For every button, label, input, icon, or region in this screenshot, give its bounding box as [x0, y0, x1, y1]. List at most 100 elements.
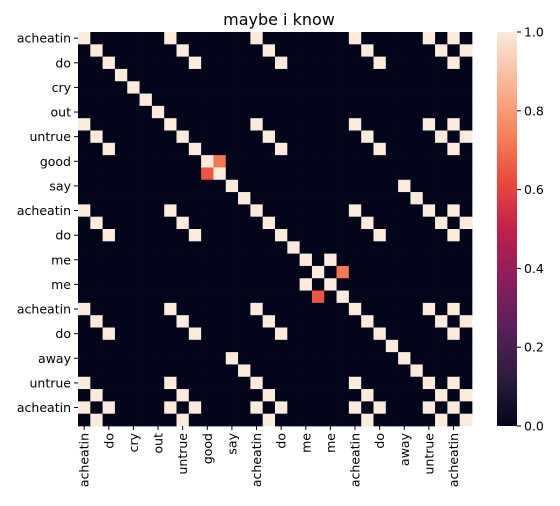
- heatmap-cell: [176, 389, 190, 402]
- heatmap-cell: [139, 118, 153, 131]
- heatmap-cell: [275, 142, 288, 156]
- heatmap-cell: [348, 192, 362, 205]
- heatmap-cell: [78, 142, 91, 156]
- heatmap-cell: [176, 229, 190, 242]
- heatmap-cell: [164, 68, 177, 82]
- heatmap-cell: [398, 302, 411, 316]
- heatmap-cell: [238, 130, 251, 144]
- heatmap-cell: [299, 376, 313, 390]
- heatmap-cell: [373, 81, 387, 94]
- heatmap-cell: [139, 352, 153, 365]
- heatmap-cell: [348, 204, 362, 218]
- heatmap-cell: [250, 155, 264, 168]
- heatmap-cell: [324, 130, 337, 144]
- heatmap-cell: [361, 413, 374, 427]
- heatmap-cell: [324, 253, 337, 267]
- heatmap-cell: [385, 241, 399, 254]
- heatmap-cell: [311, 315, 325, 328]
- heatmap-cell: [435, 278, 448, 291]
- heatmap-cell: [262, 302, 276, 316]
- heatmap-cell: [90, 32, 103, 45]
- heatmap-cell: [127, 290, 140, 304]
- heatmap-cell: [385, 339, 399, 353]
- heatmap-cell: [225, 278, 239, 291]
- heatmap-cell: [361, 118, 374, 131]
- y-tick-label: good: [40, 154, 71, 169]
- heatmap-cell: [287, 118, 300, 131]
- heatmap-cell: [225, 327, 239, 341]
- heatmap-cell: [127, 389, 140, 402]
- heatmap-cell: [348, 81, 362, 94]
- heatmap-cell: [459, 389, 473, 402]
- heatmap-cell: [201, 265, 214, 279]
- heatmap-cell: [373, 56, 387, 70]
- heatmap-cell: [102, 315, 116, 328]
- heatmap-cell: [361, 253, 374, 267]
- heatmap-cell: [311, 192, 325, 205]
- heatmap-cell: [336, 401, 350, 415]
- heatmap-cell: [287, 401, 300, 415]
- heatmap-cell: [336, 229, 350, 242]
- heatmap-cell: [435, 204, 448, 218]
- heatmap-cell: [435, 93, 448, 107]
- heatmap-cell: [311, 401, 325, 415]
- heatmap-cell: [164, 155, 177, 168]
- heatmap-cell: [398, 192, 411, 205]
- heatmap-cell: [410, 315, 424, 328]
- heatmap-cell: [435, 44, 448, 57]
- heatmap-cell: [447, 302, 461, 316]
- heatmap-cell: [311, 265, 325, 279]
- heatmap-cell: [422, 68, 436, 82]
- heatmap-cell: [287, 93, 300, 107]
- heatmap-cell: [225, 142, 239, 156]
- heatmap-cell: [114, 130, 128, 144]
- heatmap-cell: [238, 105, 251, 119]
- heatmap-cell: [447, 167, 461, 181]
- heatmap-cell: [250, 130, 264, 144]
- heatmap-cell: [299, 315, 313, 328]
- heatmap-cell: [299, 204, 313, 218]
- heatmap-cell: [213, 68, 227, 82]
- heatmap-cell: [225, 68, 239, 82]
- heatmap-cell: [238, 364, 251, 378]
- heatmap-cell: [422, 401, 436, 415]
- heatmap-cell: [385, 315, 399, 328]
- heatmap-cell: [151, 290, 165, 304]
- heatmap-cell: [151, 253, 165, 267]
- heatmap-cell: [213, 327, 227, 341]
- heatmap-cell: [348, 142, 362, 156]
- heatmap-cell: [447, 81, 461, 94]
- heatmap-cell: [139, 302, 153, 316]
- heatmap-cell: [151, 192, 165, 205]
- heatmap-cell: [225, 204, 239, 218]
- heatmap-cell: [262, 229, 276, 242]
- heatmap-cell: [151, 167, 165, 181]
- heatmap-cell: [127, 376, 140, 390]
- heatmap-cell: [373, 44, 387, 57]
- heatmap-cell: [151, 413, 165, 427]
- colorbar-tick-label: 0.0: [524, 419, 544, 434]
- heatmap-cell: [250, 167, 264, 181]
- heatmap-cell: [324, 155, 337, 168]
- heatmap-cell: [336, 204, 350, 218]
- heatmap-cell: [435, 376, 448, 390]
- heatmap-cell: [201, 32, 214, 45]
- heatmap-cell: [151, 327, 165, 341]
- heatmap-cell: [238, 315, 251, 328]
- heatmap-cell: [114, 253, 128, 267]
- heatmap-cell: [176, 118, 190, 131]
- heatmap-cell: [102, 155, 116, 168]
- heatmap-cell: [213, 204, 227, 218]
- heatmap-cell: [373, 278, 387, 291]
- heatmap-cell: [213, 278, 227, 291]
- heatmap-cell: [348, 130, 362, 144]
- heatmap-cell: [410, 81, 424, 94]
- colorbar-tick-label: 0.2: [524, 340, 544, 355]
- heatmap-cell: [385, 68, 399, 82]
- heatmap-cell: [459, 265, 473, 279]
- heatmap-cell: [262, 327, 276, 341]
- heatmap-cell: [422, 32, 436, 45]
- heatmap-cell: [447, 327, 461, 341]
- heatmap-cell: [348, 68, 362, 82]
- heatmap-cell: [262, 105, 276, 119]
